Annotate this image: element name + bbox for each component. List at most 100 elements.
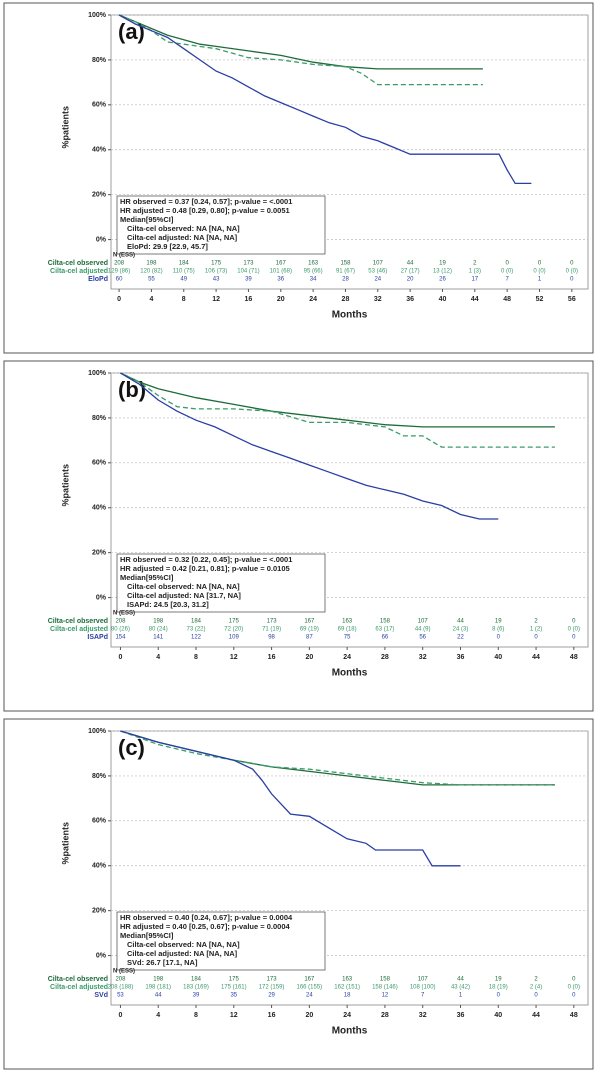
- y-tick-label: 100%: [88, 12, 107, 19]
- x-tick-label: 4: [149, 296, 153, 303]
- risk-value: 163: [308, 261, 319, 267]
- x-tick-label: 12: [230, 654, 238, 661]
- panel-frame: [3, 360, 594, 712]
- survival-curve: [118, 14, 483, 70]
- risk-value: 44: [457, 619, 464, 625]
- annotation-line: HR observed = 0.32 [0.22, 0.45]; p-value…: [120, 555, 292, 564]
- risk-value: 2 (4): [530, 985, 542, 991]
- annotation-box: [116, 195, 326, 255]
- x-tick-label: 48: [503, 296, 511, 303]
- x-tick-label: 32: [419, 1012, 427, 1019]
- risk-value: 66: [382, 635, 389, 641]
- x-tick-label: 4: [156, 654, 160, 661]
- risk-value: 175: [229, 977, 240, 983]
- x-tick-label: 16: [268, 654, 276, 661]
- y-tick-label: 20%: [92, 192, 107, 199]
- annotation-line: Cilta-cel observed: NA [NA, NA]: [127, 224, 240, 233]
- annotation-line: Cilta-cel observed: NA [NA, NA]: [127, 940, 240, 949]
- y-tick-label: 100%: [88, 370, 107, 377]
- panel-label: (c): [118, 735, 145, 760]
- risk-row-name: Cilta-cel adjusted: [50, 984, 108, 991]
- risk-value: 17: [471, 277, 478, 283]
- risk-value: 43 (42): [451, 985, 470, 991]
- risk-value: 184: [179, 261, 190, 267]
- y-tick-label: 40%: [92, 863, 107, 870]
- risk-value: 158: [380, 619, 391, 625]
- risk-value: 0: [572, 619, 576, 625]
- risk-value: 101 (68): [270, 269, 292, 275]
- risk-value: 107: [418, 619, 429, 625]
- risk-value: 2: [534, 977, 538, 983]
- y-tick-label: 20%: [92, 908, 107, 915]
- annotation-line: SVd: 26.7 [17.1, NA]: [127, 958, 198, 967]
- risk-table-title: N (ESS): [113, 969, 135, 975]
- x-tick-label: 40: [494, 1012, 502, 1019]
- risk-value: 35: [230, 993, 237, 999]
- annotation-line: HR observed = 0.37 [0.24, 0.57]; p-value…: [120, 197, 292, 206]
- risk-value: 0: [572, 993, 576, 999]
- x-tick-label: 56: [568, 296, 576, 303]
- x-tick-label: 24: [309, 296, 317, 303]
- risk-value: 0: [572, 977, 576, 983]
- risk-value: 24: [306, 993, 313, 999]
- x-tick-label: 16: [245, 296, 253, 303]
- x-tick-label: 36: [457, 1012, 465, 1019]
- risk-value: 158 (146): [372, 985, 398, 991]
- annotation-line: Cilta-cel adjusted: NA [31.7, NA]: [127, 591, 241, 600]
- survival-curve: [118, 14, 483, 86]
- risk-value: 0 (0): [533, 269, 545, 275]
- risk-value: 2: [473, 261, 477, 267]
- risk-value: 183 (169): [183, 985, 209, 991]
- risk-value: 39: [245, 277, 252, 283]
- risk-value: 19: [439, 261, 446, 267]
- risk-value: 8 (6): [492, 627, 504, 633]
- risk-value: 1 (2): [530, 627, 542, 633]
- risk-value: 19: [495, 619, 502, 625]
- x-tick-label: 28: [381, 654, 389, 661]
- x-tick-label: 44: [532, 1012, 540, 1019]
- risk-value: 0: [570, 261, 574, 267]
- x-tick-label: 0: [117, 296, 121, 303]
- risk-value: 69 (18): [338, 627, 357, 633]
- risk-value: 80 (26): [111, 627, 130, 633]
- risk-value: 173: [267, 977, 278, 983]
- survival-curve: [120, 372, 555, 448]
- risk-value: 2: [534, 619, 538, 625]
- risk-value: 95 (66): [304, 269, 323, 275]
- x-tick-label: 28: [381, 1012, 389, 1019]
- risk-value: 208: [115, 977, 126, 983]
- risk-value: 154: [115, 635, 126, 641]
- risk-value: 55: [148, 277, 155, 283]
- risk-value: 13 (12): [433, 269, 452, 275]
- risk-value: 110 (75): [173, 269, 195, 275]
- y-tick-label: 100%: [88, 728, 107, 735]
- y-tick-label: 0%: [96, 952, 107, 959]
- risk-value: 173: [243, 261, 254, 267]
- survival-curve: [118, 14, 532, 185]
- risk-value: 60: [116, 277, 123, 283]
- risk-value: 0: [505, 261, 509, 267]
- panel-frame: [3, 2, 594, 354]
- risk-value: 0 (0): [568, 985, 580, 991]
- risk-value: 34: [310, 277, 317, 283]
- risk-value: 27 (17): [401, 269, 420, 275]
- risk-value: 175: [211, 261, 222, 267]
- risk-value: 107: [373, 261, 384, 267]
- y-tick-label: 20%: [92, 550, 107, 557]
- risk-value: 44: [457, 977, 464, 983]
- x-tick-label: 44: [532, 654, 540, 661]
- x-tick-label: 48: [570, 1012, 578, 1019]
- risk-value: 20: [407, 277, 414, 283]
- x-tick-label: 20: [277, 296, 285, 303]
- risk-value: 1: [538, 277, 542, 283]
- risk-value: 173: [267, 619, 278, 625]
- annotation-box: [116, 911, 326, 971]
- risk-value: 0: [497, 635, 501, 641]
- risk-value: 172 (159): [259, 985, 285, 991]
- annotation-line: Cilta-cel observed: NA [NA, NA]: [127, 582, 240, 591]
- y-axis-label: %patients: [60, 106, 70, 149]
- x-tick-label: 8: [194, 1012, 198, 1019]
- risk-value: 158: [340, 261, 351, 267]
- risk-value: 44: [407, 261, 414, 267]
